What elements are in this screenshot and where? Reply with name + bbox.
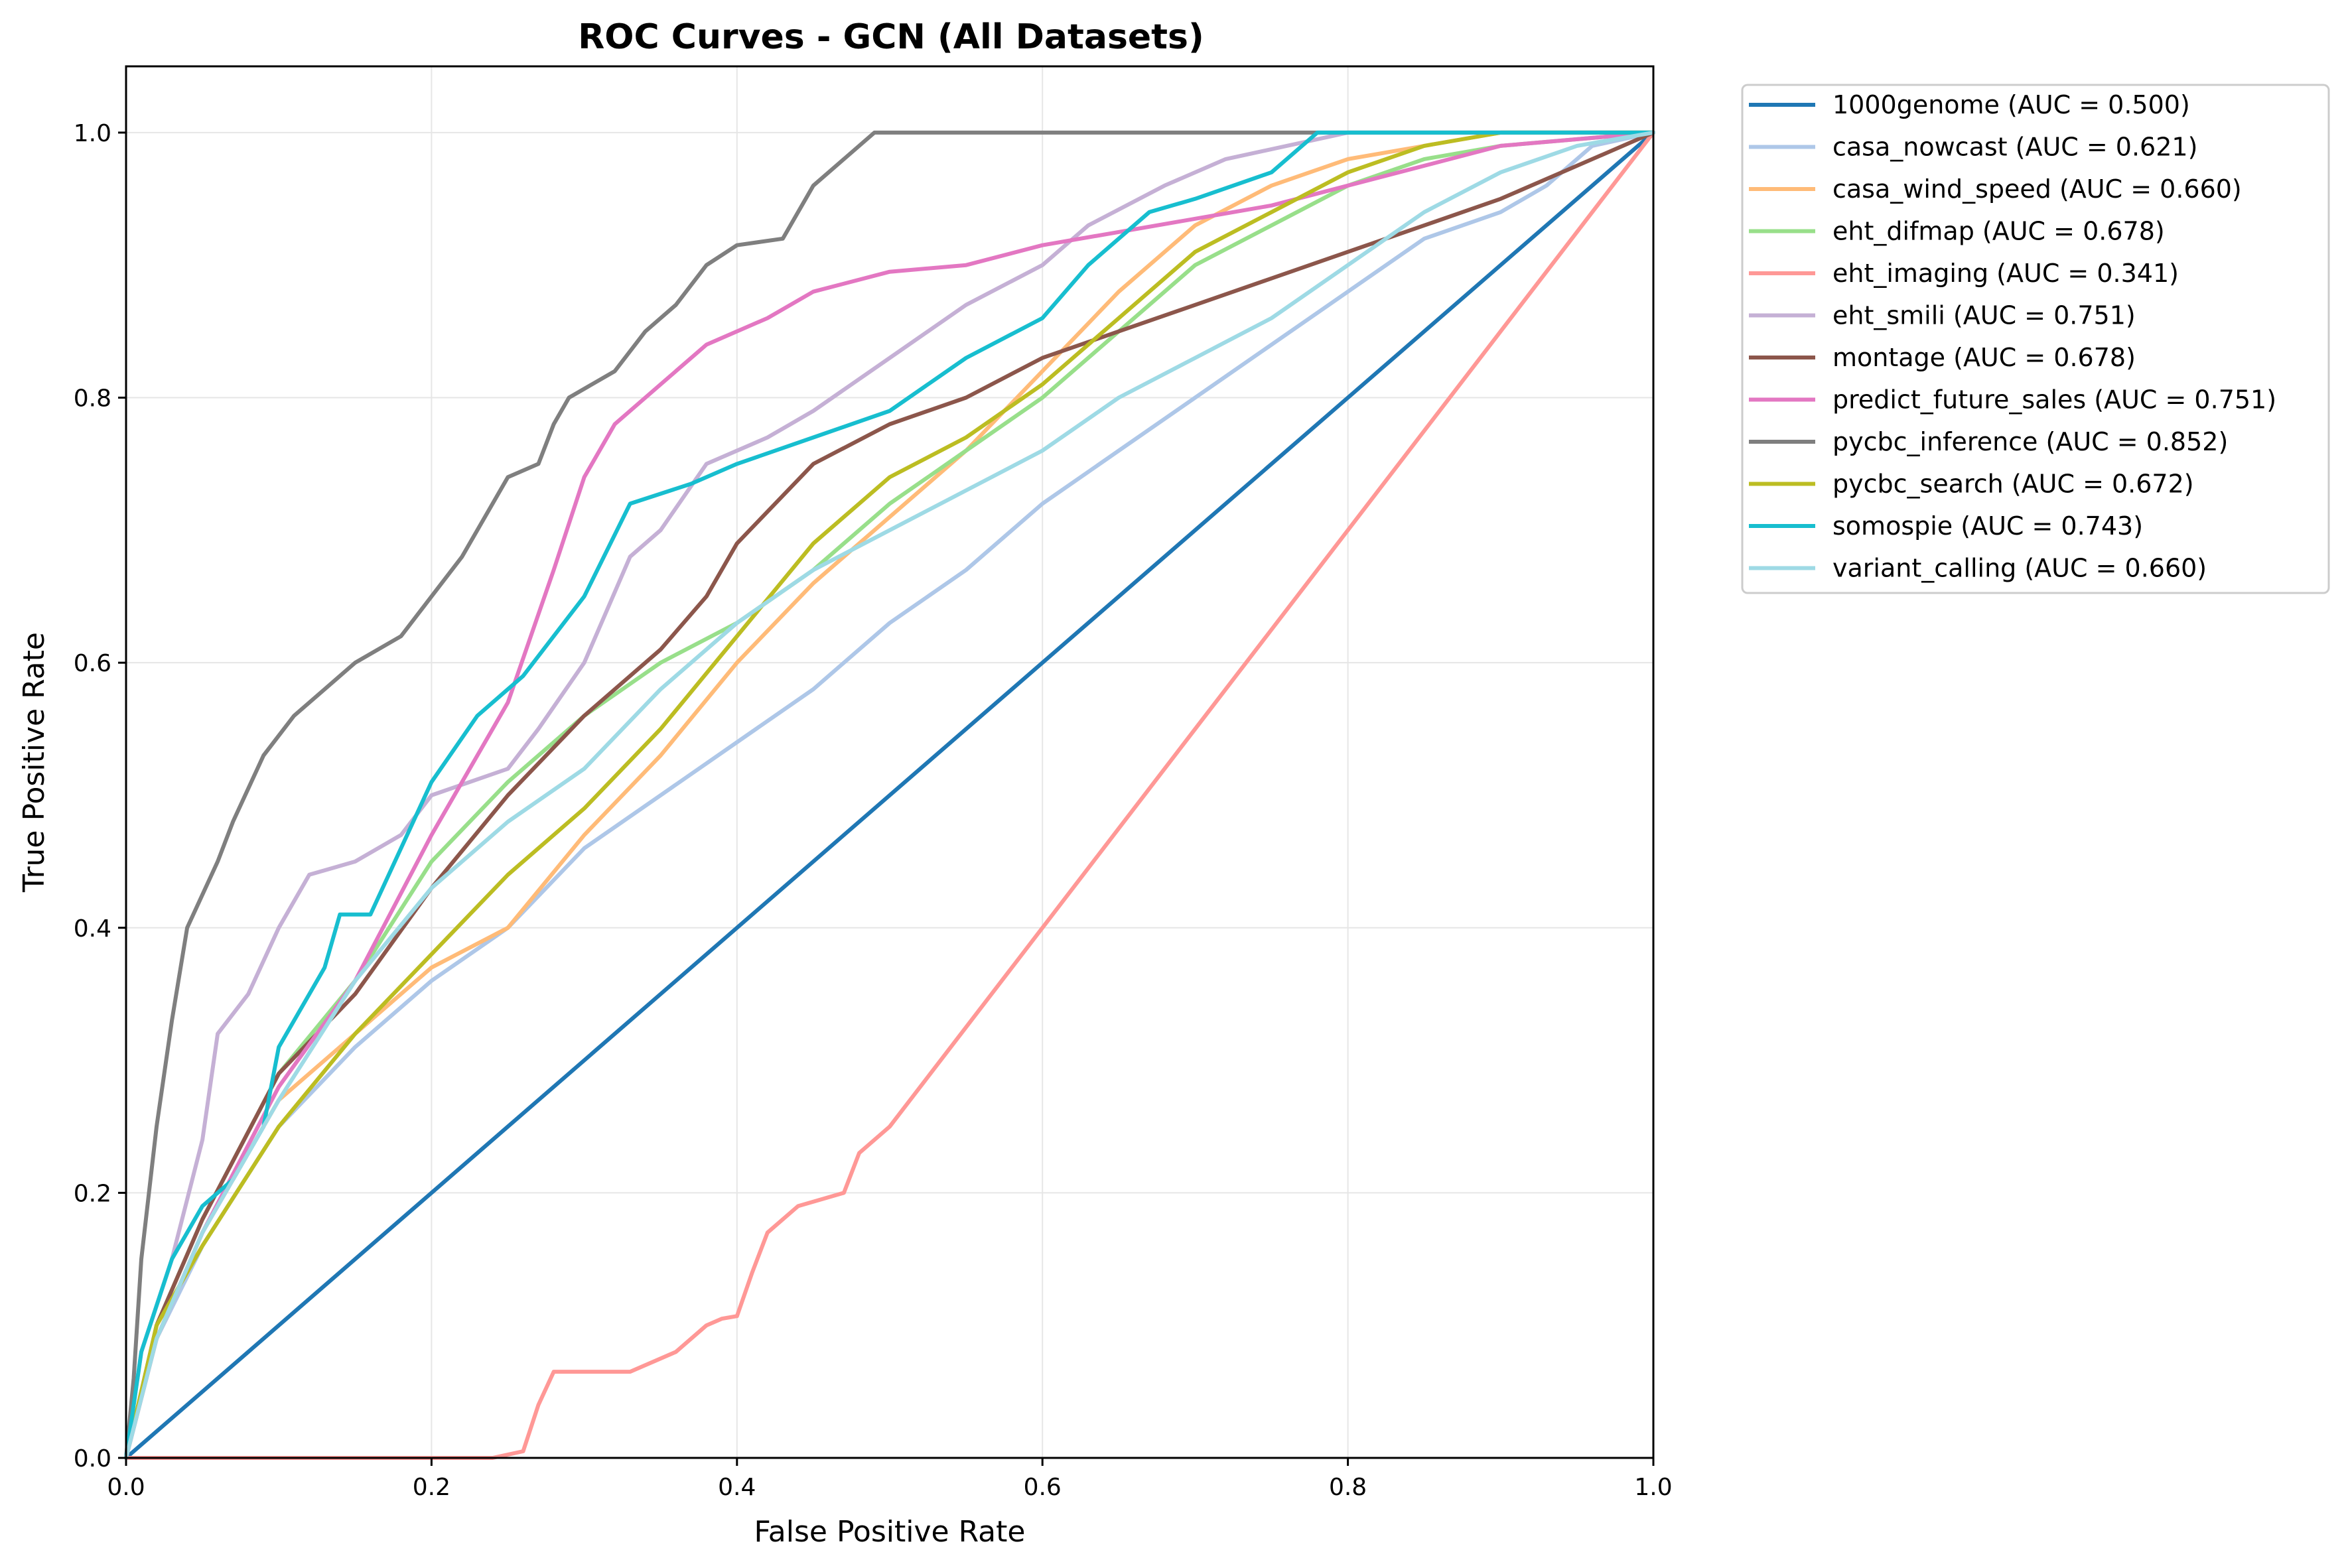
legend-item: eht_smili (AUC = 0.751) (1749, 301, 2136, 330)
legend-item: montage (AUC = 0.678) (1749, 343, 2136, 372)
legend-label: casa_nowcast (AUC = 0.621) (1832, 133, 2197, 162)
legend-item: somospie (AUC = 0.743) (1749, 511, 2143, 541)
legend-item: casa_nowcast (AUC = 0.621) (1749, 133, 2197, 162)
plot-frame (125, 65, 1655, 1459)
y-axis-label: True Positive Rate (17, 632, 51, 893)
series-line-9 (124, 130, 1655, 1460)
x-tick-label: 0.8 (1329, 1474, 1367, 1501)
series-line-8 (124, 130, 1655, 1460)
legend-item: predict_future_sales (AUC = 0.751) (1749, 385, 2276, 415)
legend-item: eht_imaging (AUC = 0.341) (1749, 259, 2179, 288)
x-tick-label: 0.2 (413, 1474, 450, 1501)
y-tick-label: 0.2 (74, 1180, 111, 1207)
legend-label: eht_smili (AUC = 0.751) (1832, 301, 2136, 330)
series-line-11 (124, 130, 1655, 1460)
y-tick-label: 0.8 (74, 385, 111, 413)
x-tick-label: 1.0 (1634, 1474, 1672, 1501)
legend-item: pycbc_inference (AUC = 0.852) (1749, 427, 2228, 456)
legend-item: pycbc_search (AUC = 0.672) (1749, 470, 2194, 499)
x-tick-label: 0.0 (107, 1474, 145, 1501)
legend-label: casa_wind_speed (AUC = 0.660) (1832, 174, 2242, 204)
series-line-2 (124, 130, 1655, 1460)
legend-label: pycbc_search (AUC = 0.672) (1832, 470, 2194, 499)
legend: 1000genome (AUC = 0.500) casa_nowcast (AU… (1741, 84, 2330, 594)
legend-box (1741, 84, 2330, 594)
legend-items: 1000genome (AUC = 0.500) casa_nowcast (AU… (1749, 90, 2276, 583)
series-line-0 (124, 130, 1655, 1460)
legend-label: predict_future_sales (AUC = 0.751) (1832, 385, 2276, 415)
series-layer (124, 130, 1655, 1460)
legend-label: variant_calling (AUC = 0.660) (1832, 554, 2207, 583)
y-tick-label: 0.4 (74, 915, 111, 943)
x-tick-label: 0.6 (1024, 1474, 1062, 1501)
legend-item: casa_wind_speed (AUC = 0.660) (1749, 174, 2242, 204)
series-line-4 (124, 130, 1655, 1460)
grid-layer (125, 66, 1654, 1459)
legend-item: eht_difmap (AUC = 0.678) (1749, 217, 2165, 246)
y-tick-label: 0.6 (74, 650, 111, 677)
y-tick-label: 0.0 (74, 1445, 111, 1472)
legend-label: somospie (AUC = 0.743) (1832, 511, 2143, 541)
legend-label: eht_imaging (AUC = 0.341) (1832, 259, 2179, 288)
legend-item: variant_calling (AUC = 0.660) (1749, 554, 2207, 583)
x-tick-label: 0.4 (718, 1474, 756, 1501)
series-line-1 (124, 130, 1655, 1460)
x-axis-label: False Positive Rate (754, 1515, 1026, 1549)
legend-label: montage (AUC = 0.678) (1832, 343, 2136, 372)
legend-label: eht_difmap (AUC = 0.678) (1832, 217, 2165, 246)
legend-item: 1000genome (AUC = 0.500) (1749, 90, 2190, 119)
legend-label: 1000genome (AUC = 0.500) (1832, 90, 2190, 119)
tick-layer: 0.0 0.2 0.4 0.6 0.8 1.0 0.0 0.2 0.4 0.6 0.8 1.0 (74, 120, 1673, 1501)
y-tick-label: 1.0 (74, 120, 111, 147)
legend-label: pycbc_inference (AUC = 0.852) (1832, 427, 2228, 456)
chart-title: ROC Curves - GCN (All Datasets) (578, 17, 1204, 57)
